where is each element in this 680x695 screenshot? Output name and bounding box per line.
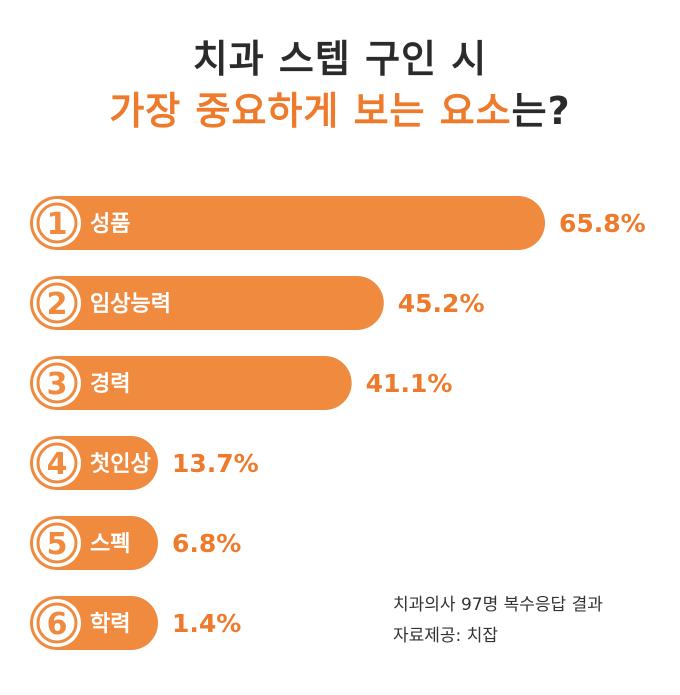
rank-label: 3 — [47, 367, 68, 402]
bar-group: 1 성품 65.8% — [30, 196, 646, 250]
rank-badge — [33, 599, 81, 647]
value-label: 13.7% — [172, 449, 259, 478]
rank-badge — [33, 519, 81, 567]
bar — [30, 276, 384, 330]
chart-title-line2: 가장 중요하게 보는 요소는? — [0, 80, 680, 135]
rank-badge — [33, 199, 81, 247]
value-label: 6.8% — [172, 529, 241, 558]
value-label: 41.1% — [366, 369, 453, 398]
rank-badge — [33, 439, 81, 487]
category-label: 학력 — [90, 612, 130, 637]
value-label: 1.4% — [172, 609, 241, 638]
chart-title-line1: 치과 스텝 구인 시 — [192, 37, 488, 81]
bar-group: 5 스펙 6.8% — [30, 516, 241, 570]
bar-group: 4 첫인상 13.7% — [30, 436, 259, 490]
category-label: 성품 — [90, 212, 130, 237]
rank-label: 1 — [47, 207, 68, 242]
rank-badge — [33, 279, 81, 327]
chart-title-suffix: 는? — [511, 89, 571, 133]
rank-label: 6 — [47, 607, 68, 642]
category-label: 임상능력 — [90, 292, 171, 317]
source-note-provider: 자료제공: 치잡 — [393, 626, 498, 646]
rank-badge-ring — [36, 202, 78, 244]
rank-badge-ring — [36, 442, 78, 484]
rank-label: 2 — [47, 287, 68, 322]
rank-badge-ring — [36, 282, 78, 324]
bar-group: 6 학력 1.4% — [30, 596, 241, 650]
bar — [30, 196, 545, 250]
category-label: 스펙 — [90, 532, 130, 557]
chart-title-highlight: 가장 중요하게 보는 요소 — [109, 89, 512, 133]
value-label: 65.8% — [559, 209, 646, 238]
source-note-sample: 치과의사 97명 복수응답 결과 — [393, 595, 603, 615]
rank-badge-ring — [36, 362, 78, 404]
rank-badge-ring — [36, 602, 78, 644]
bar-group: 3 경력 41.1% — [30, 356, 452, 410]
bar-group: 2 임상능력 45.2% — [30, 276, 485, 330]
value-label: 45.2% — [398, 289, 485, 318]
rank-label: 4 — [47, 447, 68, 482]
category-label: 경력 — [90, 372, 130, 397]
rank-label: 5 — [47, 527, 68, 562]
rank-badge — [33, 359, 81, 407]
bar — [30, 356, 352, 410]
category-label: 첫인상 — [90, 452, 151, 477]
rank-badge-ring — [36, 522, 78, 564]
